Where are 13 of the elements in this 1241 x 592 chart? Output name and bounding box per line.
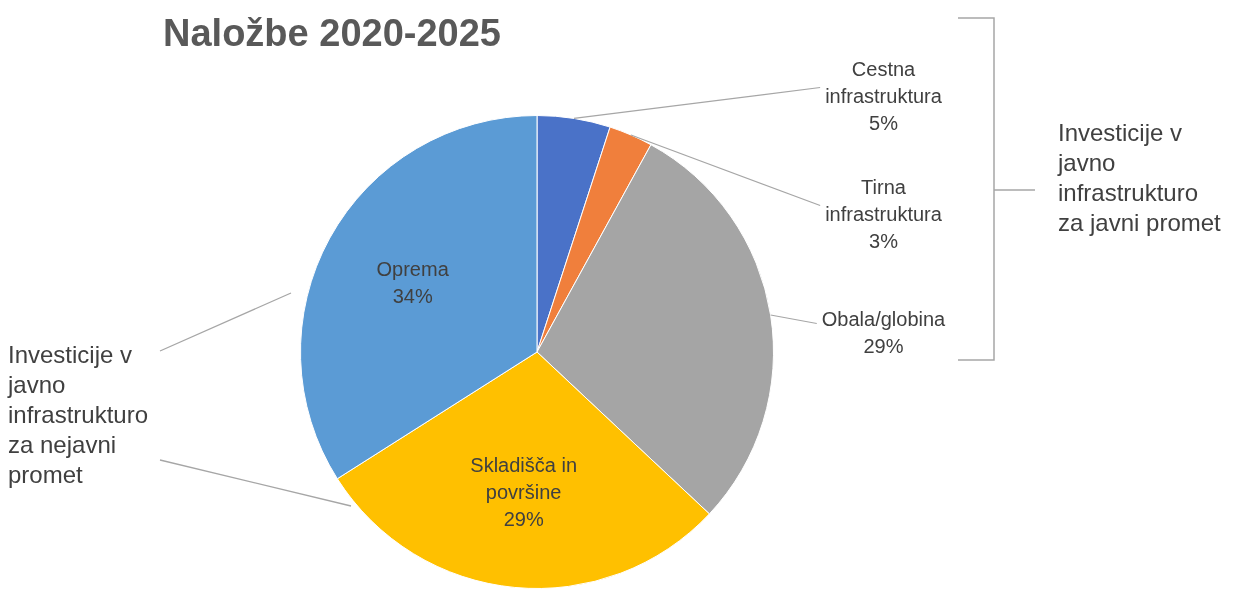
- slice-label: Obala/globina: [821, 307, 947, 330]
- text: Investicije v javno infrastrukturo za nejavni promet: [8, 340, 150, 490]
- slice-label: Tirna infrastruktura: [825, 176, 943, 226]
- data-label: 29%: [863, 334, 904, 357]
- slice-label: Skladišča in površine: [470, 453, 578, 503]
- chart-title: Naložbe 2020-2025: [163, 12, 501, 55]
- slice-label: Cestna infrastruktura: [825, 58, 943, 108]
- data-label: 5%: [869, 112, 899, 135]
- text: Investicije v javno infrastrukturo za javni promet: [1058, 118, 1222, 238]
- data-label: 3%: [869, 230, 899, 253]
- data-label: 34%: [392, 284, 433, 307]
- data-label: 29%: [503, 507, 544, 530]
- slice-label: Oprema: [376, 257, 450, 280]
